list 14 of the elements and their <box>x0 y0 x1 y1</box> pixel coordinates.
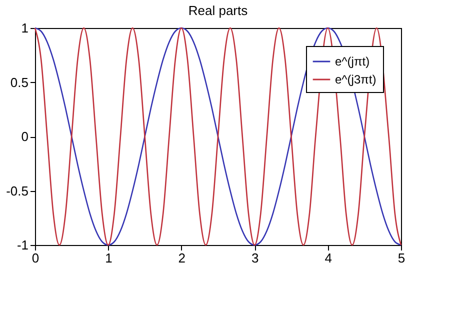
x-tick-label: 2 <box>178 250 186 266</box>
x-tick-label: 1 <box>105 250 112 266</box>
chart-title: Real parts <box>188 3 248 18</box>
x-tick-label: 5 <box>398 250 406 266</box>
y-tick-label: 1 <box>21 20 28 36</box>
x-tick-label: 3 <box>251 250 259 266</box>
legend-label: e^(j3πt) <box>335 72 376 86</box>
legend-label: e^(jπt) <box>335 54 370 68</box>
x-tick-label: 0 <box>32 250 40 266</box>
y-tick-label: -1 <box>16 238 28 252</box>
y-tick-label: -0.5 <box>6 183 28 198</box>
x-tick-label: 4 <box>324 250 332 266</box>
y-tick-label: 0 <box>21 129 28 144</box>
y-tick-label: 0.5 <box>10 74 28 90</box>
